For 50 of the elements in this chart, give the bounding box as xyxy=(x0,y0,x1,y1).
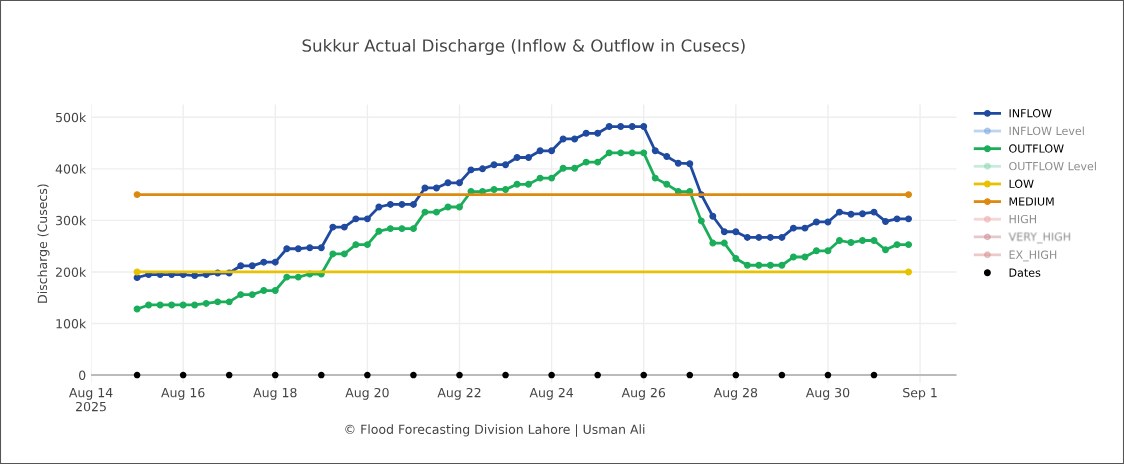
legend-label: OUTFLOW xyxy=(1009,144,1064,153)
point xyxy=(179,371,187,379)
point xyxy=(271,371,279,379)
legend-label: HIGH xyxy=(1009,214,1037,224)
text: © Flood Forecasting Division Lahore | Usman Ali xyxy=(345,424,645,437)
y-tick-label: 300k xyxy=(56,215,87,226)
point xyxy=(905,191,913,199)
point xyxy=(870,371,878,379)
legend-label: EX_HIGH xyxy=(1009,250,1057,262)
y-tick-label: 200k xyxy=(56,267,87,277)
y-tick-label: 0 xyxy=(79,370,86,380)
chart-title: Sukkur Actual Discharge (Inflow & Outflow in Cusecs) xyxy=(302,38,745,56)
point xyxy=(824,371,832,379)
point xyxy=(364,371,371,379)
y-tick-label: 500k xyxy=(56,112,87,123)
point xyxy=(410,371,417,379)
point xyxy=(640,371,648,379)
x-tick-label: Aug 24 xyxy=(529,387,574,400)
legend-label: MEDIUM xyxy=(1009,197,1054,206)
point xyxy=(133,191,141,199)
x-tick-label: Aug 30 xyxy=(805,387,850,400)
point xyxy=(686,371,694,379)
x-tick-label: Aug 20 xyxy=(345,387,389,400)
point xyxy=(594,371,601,379)
x-tick-label: Aug 22 xyxy=(437,387,481,400)
x-tick-label: Sep 1 xyxy=(903,387,937,400)
legend-label: VERY_HIGH xyxy=(1008,232,1070,244)
x-tick-label: Aug 18 xyxy=(253,387,297,400)
y-tick-label: 100k xyxy=(56,318,87,329)
x-tick-label: Aug 14 2025 xyxy=(69,388,113,412)
point xyxy=(456,371,463,379)
point xyxy=(732,371,740,379)
y-tick-label: 400k xyxy=(55,164,87,174)
point xyxy=(548,371,555,379)
legend-label: Dates xyxy=(1009,268,1041,277)
x-tick-label: Aug 16 xyxy=(161,387,205,400)
point xyxy=(778,371,786,379)
x-tick-label: Aug 28 xyxy=(713,387,758,400)
point xyxy=(502,371,509,379)
point xyxy=(905,268,913,276)
x-tick-label: Aug 26 xyxy=(621,387,666,400)
legend-label: LOW xyxy=(1009,179,1034,188)
y-axis-title: Discharge (Cusecs) xyxy=(37,184,50,303)
legend-label: OUTFLOW Level xyxy=(1009,161,1096,171)
legend-label: INFLOW Level xyxy=(1009,126,1084,136)
legend-label: INFLOW xyxy=(1009,109,1052,118)
point xyxy=(318,371,325,379)
point xyxy=(225,371,233,379)
point xyxy=(133,371,141,379)
point xyxy=(133,268,141,276)
